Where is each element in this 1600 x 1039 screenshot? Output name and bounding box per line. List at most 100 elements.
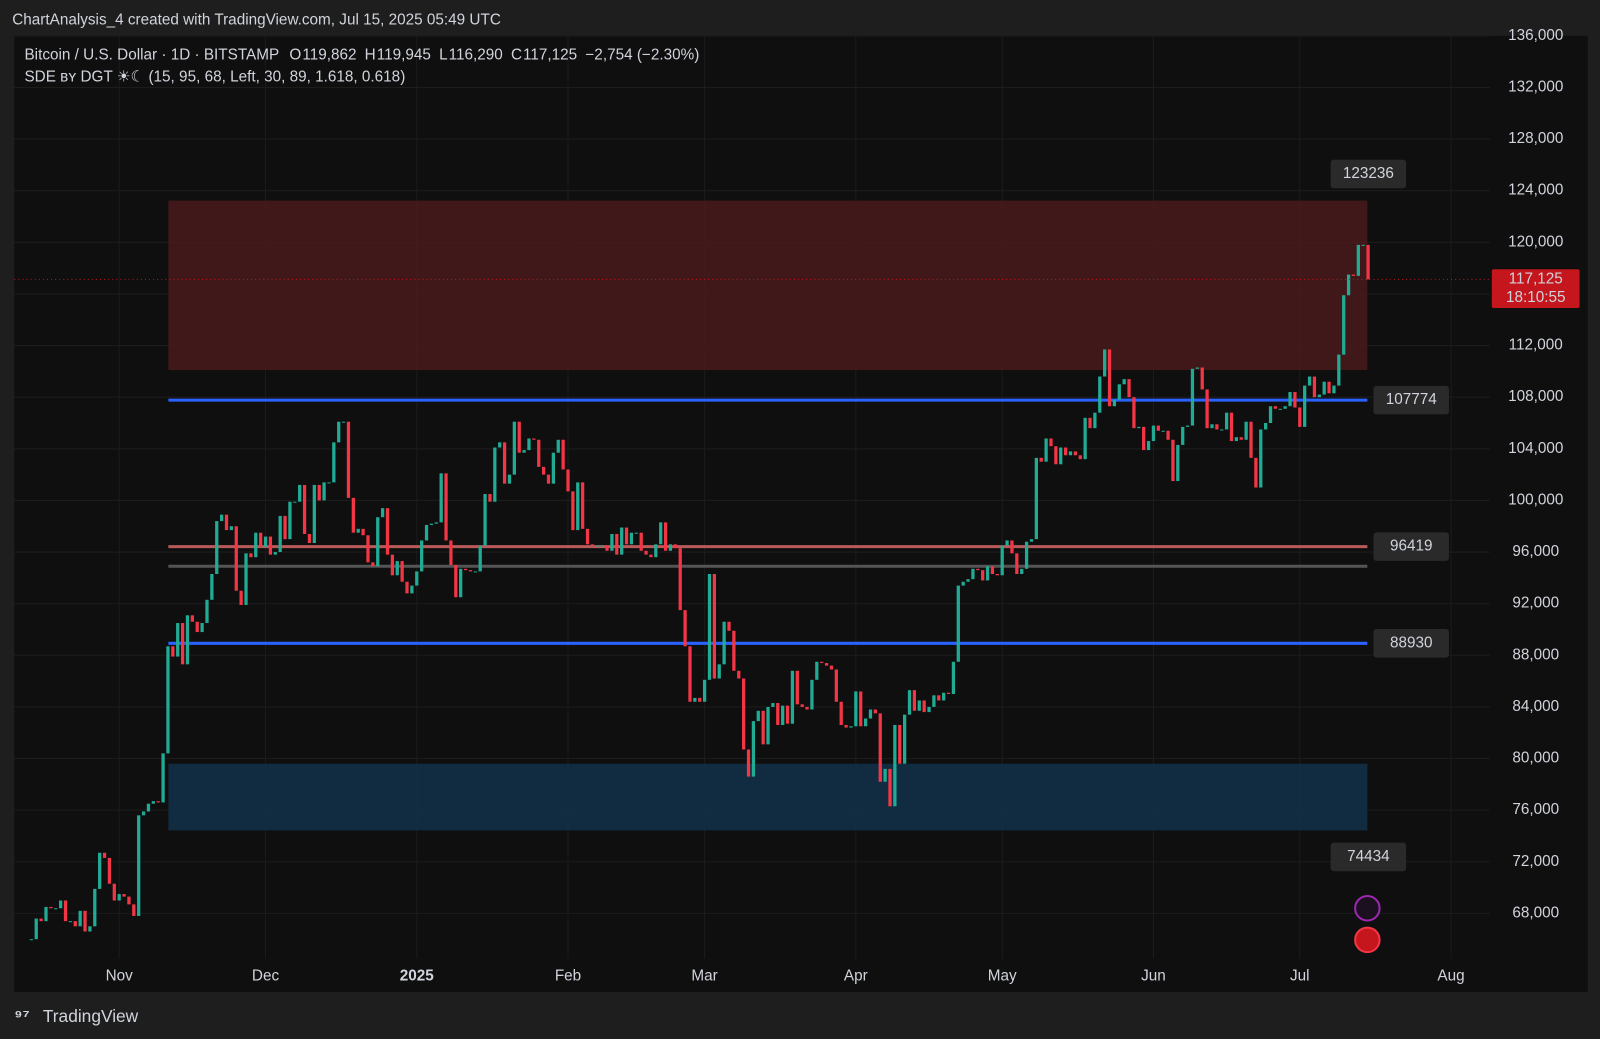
y-tick-label: 88,000 bbox=[1512, 646, 1559, 663]
x-tick-label: 2025 bbox=[400, 968, 435, 985]
candle bbox=[63, 900, 68, 922]
candle bbox=[678, 548, 682, 611]
candle bbox=[263, 536, 268, 547]
candle bbox=[376, 517, 380, 567]
zone-label: 123236 bbox=[1343, 165, 1394, 182]
candle bbox=[102, 852, 107, 858]
candle bbox=[781, 705, 785, 725]
candle bbox=[917, 700, 921, 711]
candle bbox=[229, 526, 234, 531]
candle bbox=[29, 939, 33, 941]
candle bbox=[668, 544, 673, 551]
zone bbox=[168, 763, 1368, 831]
candle bbox=[927, 706, 931, 713]
candle bbox=[590, 544, 595, 546]
candle bbox=[649, 554, 653, 558]
candle bbox=[1015, 553, 1019, 574]
candle bbox=[610, 533, 614, 551]
candle bbox=[366, 535, 370, 563]
candle bbox=[1176, 444, 1180, 482]
candle bbox=[239, 590, 243, 605]
candle bbox=[210, 573, 214, 600]
candle bbox=[1117, 384, 1121, 400]
candle bbox=[166, 646, 170, 754]
candle bbox=[39, 918, 43, 922]
footer-logo: ⁹⁷ TradingView bbox=[14, 1006, 138, 1026]
candle bbox=[1151, 425, 1156, 442]
candle bbox=[937, 695, 941, 701]
candle bbox=[483, 493, 487, 546]
candle bbox=[1078, 455, 1082, 460]
candle bbox=[312, 484, 316, 544]
candle bbox=[493, 447, 497, 502]
candle bbox=[873, 709, 877, 714]
candle bbox=[566, 469, 570, 492]
candle bbox=[1034, 457, 1038, 540]
candle bbox=[195, 621, 199, 633]
level-label: 88930 bbox=[1390, 634, 1433, 651]
candle bbox=[776, 703, 780, 725]
candle bbox=[722, 621, 726, 665]
candle bbox=[1195, 367, 1199, 369]
candle bbox=[644, 550, 648, 555]
x-tick-label: Jun bbox=[1141, 968, 1166, 985]
candle bbox=[302, 484, 307, 534]
candle bbox=[161, 753, 165, 803]
candle bbox=[400, 561, 404, 582]
y-tick-label: 112,000 bbox=[1509, 337, 1563, 354]
candle bbox=[688, 646, 692, 702]
candle bbox=[1185, 425, 1190, 427]
candle bbox=[893, 724, 897, 807]
event-icon bbox=[1354, 926, 1381, 954]
logo-mark: ⁹⁷ bbox=[14, 1006, 29, 1026]
ohlc-name: L bbox=[439, 46, 448, 63]
candle bbox=[190, 615, 194, 622]
candle bbox=[68, 921, 73, 923]
candle bbox=[1142, 426, 1146, 451]
candle bbox=[551, 452, 556, 484]
ohlc-value: 119,945 bbox=[377, 46, 431, 63]
candle bbox=[854, 691, 858, 727]
plot: 68,000 72,000 76,000 80,000 84,000 88,000 92,0… bbox=[14, 27, 1580, 985]
candle bbox=[1137, 426, 1141, 429]
zone bbox=[168, 200, 1368, 371]
zone-label: 74434 bbox=[1347, 848, 1390, 865]
candle bbox=[810, 679, 814, 710]
candle bbox=[898, 724, 902, 764]
candle bbox=[1278, 408, 1282, 410]
candle bbox=[771, 703, 775, 707]
candle bbox=[107, 857, 112, 884]
legend: Bitcoin / U.S. Dollar · 1D · BITSTAMP O 11… bbox=[24, 46, 699, 85]
candle bbox=[449, 540, 453, 565]
candle bbox=[1127, 379, 1131, 398]
candle bbox=[541, 466, 546, 475]
candle bbox=[732, 630, 736, 671]
candle bbox=[1039, 457, 1043, 462]
candle bbox=[298, 484, 302, 502]
candle bbox=[581, 482, 585, 529]
candle bbox=[1307, 376, 1312, 386]
candle bbox=[1317, 394, 1321, 398]
candle bbox=[1224, 412, 1229, 430]
candle bbox=[976, 568, 980, 571]
candle bbox=[620, 527, 624, 555]
candle bbox=[156, 801, 160, 803]
y-tick-label: 108,000 bbox=[1508, 388, 1563, 405]
candle bbox=[756, 710, 760, 722]
event-icon bbox=[1354, 895, 1381, 922]
candle bbox=[278, 515, 282, 553]
candle bbox=[176, 623, 180, 657]
zone-label-box bbox=[1330, 842, 1407, 872]
candle bbox=[868, 709, 873, 719]
candle bbox=[888, 768, 892, 807]
candle bbox=[815, 661, 819, 680]
change: −2,754 (−2.30%) bbox=[585, 46, 699, 63]
candle bbox=[517, 421, 521, 453]
candle bbox=[1249, 421, 1253, 458]
candle bbox=[385, 508, 390, 555]
candle bbox=[532, 438, 536, 440]
candle bbox=[288, 501, 292, 540]
candle bbox=[361, 528, 365, 536]
candle bbox=[1132, 397, 1136, 429]
